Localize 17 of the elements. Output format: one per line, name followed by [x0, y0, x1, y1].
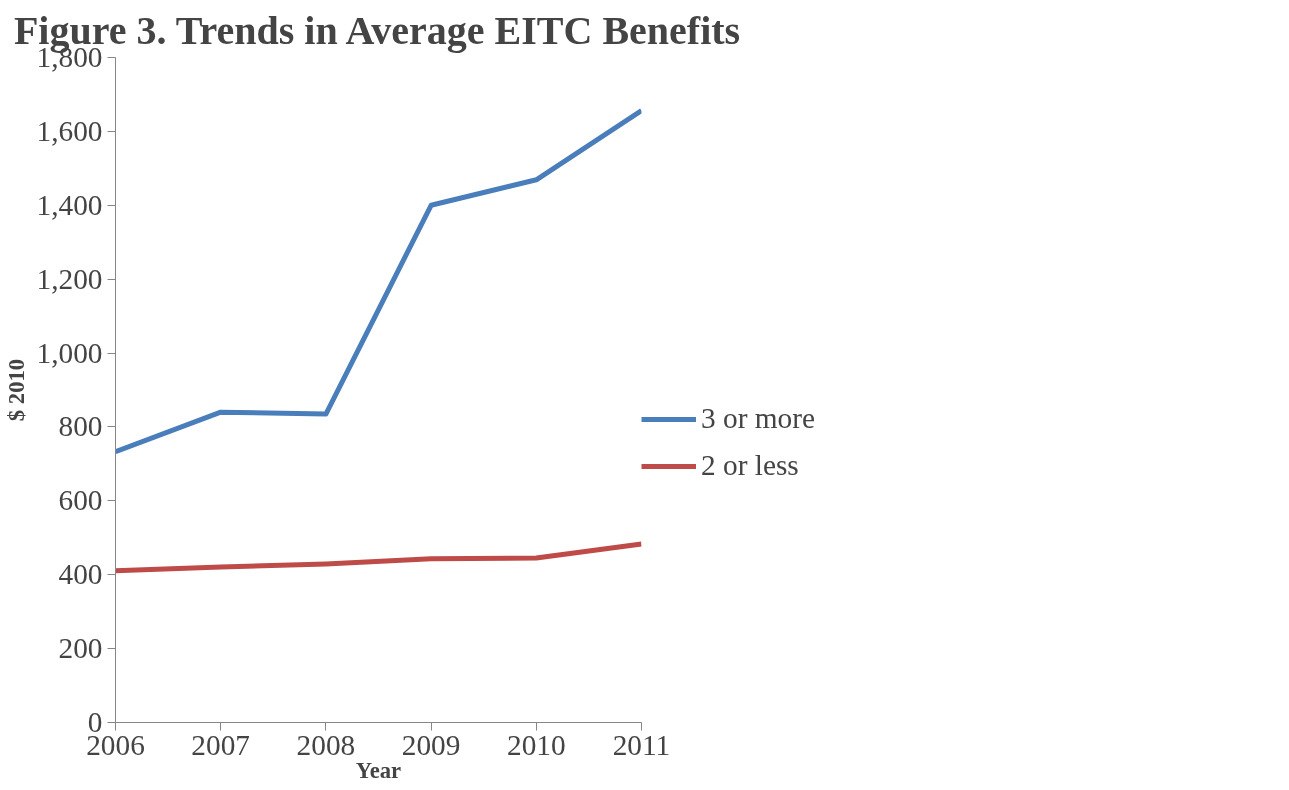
y-axis-title: $ 2010	[3, 358, 29, 422]
legend-label: 2 or less	[701, 449, 799, 482]
x-axis-title: Year	[355, 757, 402, 783]
x-tick-label: 2007	[191, 728, 251, 761]
x-tick-label: 2008	[296, 728, 356, 761]
y-tick-label: 1,600	[36, 114, 103, 147]
x-tick-label: 2010	[506, 728, 566, 761]
y-tick-label: 600	[58, 484, 103, 517]
legend-label: 3 or more	[701, 402, 816, 435]
y-tick-label: 800	[58, 410, 103, 443]
y-tick-label: 200	[58, 632, 103, 665]
y-tick-label: 1,000	[36, 336, 103, 369]
x-tick-label: 2009	[401, 728, 461, 761]
y-tick-label: 1,400	[36, 188, 103, 221]
x-tick-label: 2011	[612, 728, 671, 761]
y-tick-label: 400	[58, 558, 103, 591]
y-tick-label: 1,200	[36, 262, 103, 295]
